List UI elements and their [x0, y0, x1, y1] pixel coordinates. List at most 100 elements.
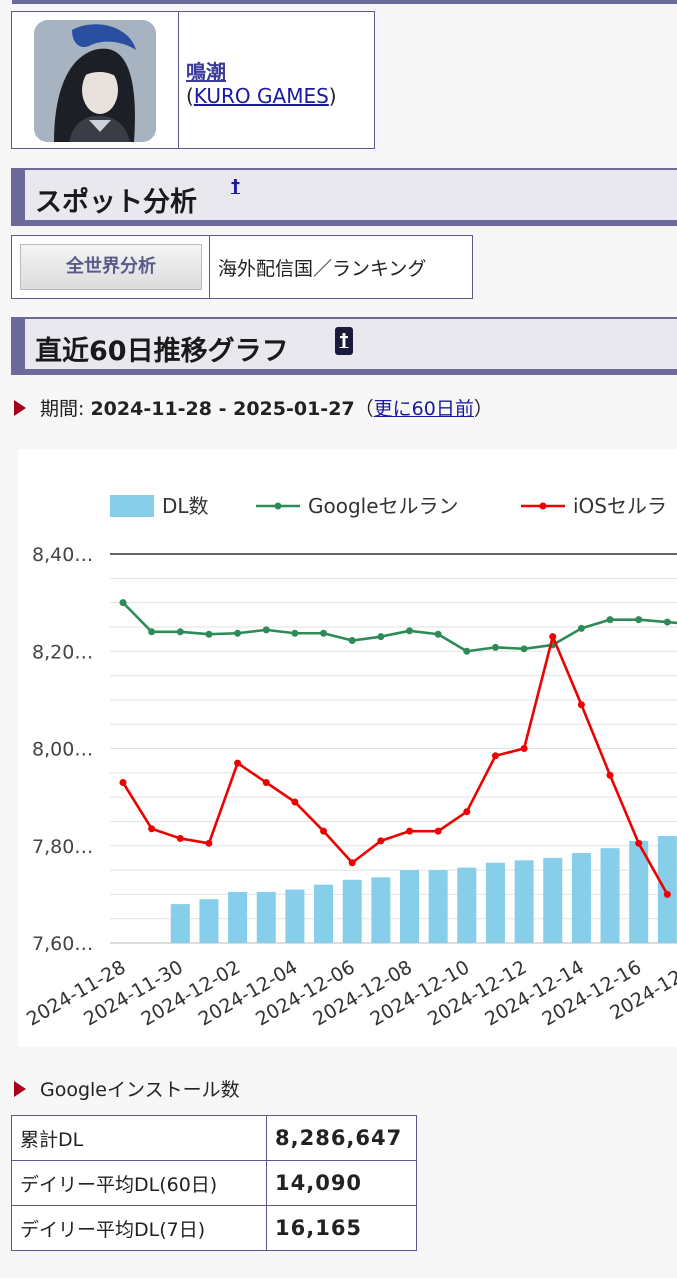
dl-bar [485, 862, 505, 943]
y-tick-label: 8,20… [32, 641, 93, 663]
y-tick-label: 8,00… [32, 739, 93, 761]
ios-rank-point [549, 633, 557, 641]
legend-google-point [274, 502, 282, 510]
legend-ios-label: iOSセルラ [573, 494, 667, 518]
google-rank-point [320, 629, 328, 637]
dl-bar [199, 899, 219, 943]
dl-bar [314, 884, 334, 943]
google-rank-point [520, 645, 528, 653]
google-rank-point [119, 599, 127, 607]
installs-heading-text: Googleインストール数 [40, 1079, 240, 1101]
developer-paren-open: ( [186, 84, 194, 108]
google-rank-point [205, 630, 213, 638]
bullet-triangle-icon [14, 400, 26, 416]
trend-chart: 8,40… 8,20… 8,00… 7,80… 7,60… 2024-11-28 2024-… [18, 449, 677, 1047]
dl-bar [457, 867, 477, 943]
table-row: デイリー平均DL(7日) 16,165 [11, 1205, 417, 1251]
overseas-ranking-label: 海外配信国／ランキング [218, 258, 427, 280]
ios-rank-point [434, 827, 442, 835]
ios-rank-point [463, 808, 471, 816]
app-icon-artwork [34, 20, 156, 142]
app-name-link[interactable]: 鳴潮 [186, 60, 226, 84]
trend-graph-help-link[interactable]: † [335, 327, 353, 355]
ios-rank-line [121, 635, 669, 896]
legend-google-label: Googleセルラン [308, 494, 459, 518]
table-row: 累計DL 8,286,647 [11, 1115, 417, 1161]
stat-value-daily-60: 14,090 [266, 1160, 417, 1206]
google-rank-point [348, 637, 356, 645]
ios-rank-point [577, 701, 585, 709]
stat-label-daily-60: デイリー平均DL(60日) [11, 1160, 267, 1206]
global-analysis-button[interactable]: 全世界分析 [20, 244, 202, 290]
dl-bar [170, 904, 190, 943]
period-label: 期間: [40, 398, 85, 420]
legend-dl-swatch [110, 495, 154, 517]
ios-rank-point [234, 759, 242, 767]
stat-label-total: 累計DL [11, 1115, 267, 1161]
stat-label-daily-7: デイリー平均DL(7日) [11, 1205, 267, 1251]
dl-bar [629, 840, 649, 943]
developer-link[interactable]: KURO GAMES [193, 84, 329, 108]
stat-value-total: 8,286,647 [266, 1115, 417, 1161]
top-accent-bar [12, 0, 677, 4]
period-paren-open: （ [354, 398, 374, 420]
ios-rank-point [119, 779, 127, 787]
ios-rank-point [520, 745, 528, 752]
stat-value-daily-7: 16,165 [266, 1205, 417, 1251]
spot-analysis-help-link[interactable]: † [231, 176, 240, 197]
dl-bar [514, 860, 534, 943]
app-icon[interactable] [34, 20, 156, 142]
ios-rank-point [406, 827, 413, 835]
ios-rank-point [606, 771, 614, 779]
google-rank-point [606, 616, 614, 624]
spot-analysis-header: スポット分析 † [11, 168, 677, 226]
dl-bar [571, 853, 591, 943]
google-rank-point [176, 628, 184, 636]
analysis-options-box: 全世界分析 海外配信国／ランキング [11, 235, 473, 299]
ios-rank-point [205, 839, 213, 847]
ios-rank-point [491, 752, 499, 760]
app-name: 鳴潮 [186, 56, 226, 85]
dl-bar [400, 870, 419, 943]
ios-rank-point [377, 837, 385, 845]
installs-heading: Googleインストール数 [14, 1075, 240, 1102]
dl-bar [228, 891, 248, 943]
google-rank-point [377, 633, 385, 641]
period-range: 2024-11-28 - 2025-01-27 [90, 398, 355, 420]
ios-rank-point [262, 779, 270, 787]
developer-paren-close: ) [328, 84, 337, 108]
dl-bar [371, 877, 391, 943]
legend-dl-label: DL数 [162, 494, 209, 518]
google-rank-point [491, 643, 499, 651]
bullet-triangle-icon [14, 1081, 26, 1097]
dl-bar [543, 857, 563, 943]
ios-rank-point [663, 890, 671, 898]
developer-line: (KURO GAMES) [186, 84, 337, 108]
previous-60-days-link[interactable]: 更に60日前 [373, 398, 474, 420]
period-paren-close: ） [473, 398, 493, 420]
ios-rank-point [291, 798, 299, 806]
spot-analysis-title: スポット分析 [35, 187, 197, 218]
google-rank-point [406, 627, 413, 635]
trend-graph-title: 直近60日推移グラフ [35, 336, 289, 367]
google-rank-point [463, 647, 471, 655]
ios-rank-point [635, 839, 643, 847]
dl-bar [342, 879, 362, 943]
dl-bar [657, 836, 677, 943]
section-bar [11, 319, 25, 369]
google-rank-point [234, 629, 242, 637]
ios-rank-point [176, 834, 184, 842]
google-rank-point [291, 629, 299, 637]
dl-bar [256, 891, 276, 943]
table-row: デイリー平均DL(60日) 14,090 [11, 1160, 417, 1206]
ios-rank-point [348, 859, 356, 867]
app-icon-cell [12, 12, 179, 148]
app-info-box: 鳴潮 (KURO GAMES) [11, 11, 375, 149]
period-line: 期間: 2024-11-28 - 2025-01-27（更に60日前） [14, 394, 493, 421]
analysis-divider [209, 236, 210, 298]
google-rank-point [663, 618, 671, 626]
google-rank-point [262, 626, 270, 634]
y-tick-label: 7,60… [32, 933, 93, 955]
y-tick-label: 7,80… [32, 836, 93, 858]
installs-table: 累計DL 8,286,647 デイリー平均DL(60日) 14,090 デイリー… [11, 1115, 417, 1251]
